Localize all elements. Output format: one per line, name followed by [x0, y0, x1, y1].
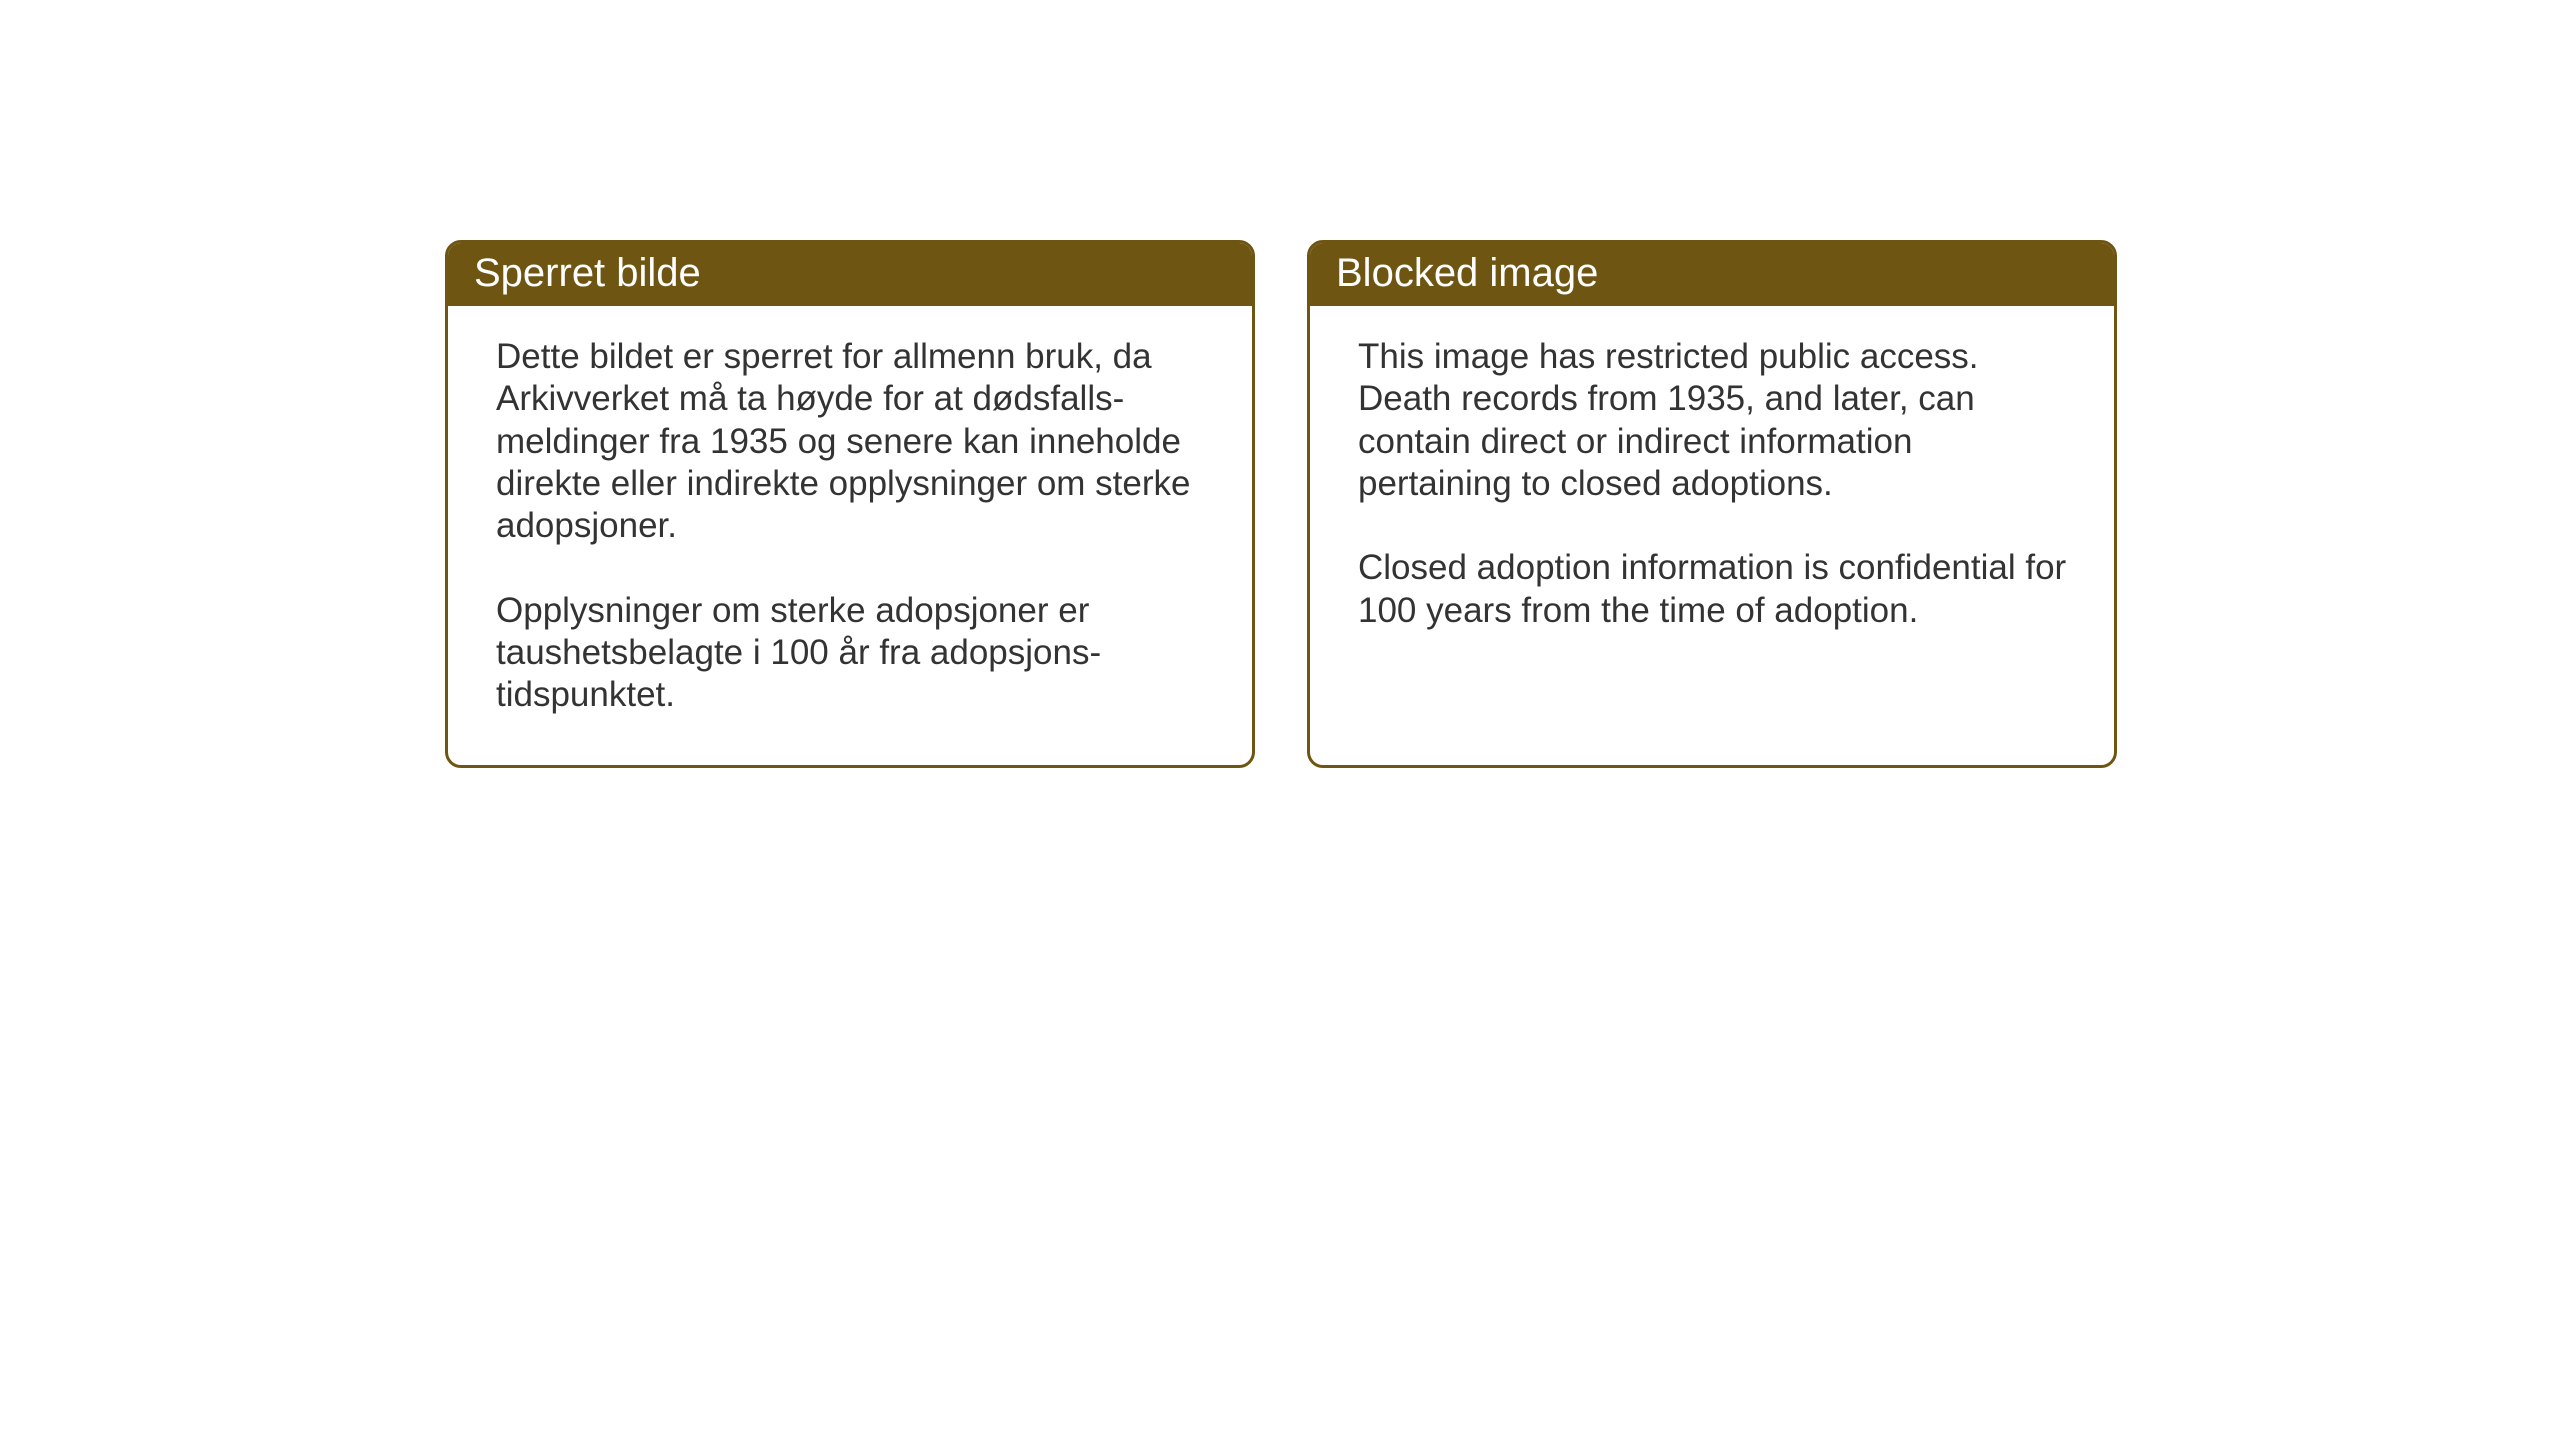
paragraph-2-english: Closed adoption information is confident… [1358, 547, 2074, 632]
card-body-norwegian: Dette bildet er sperret for allmenn bruk… [448, 306, 1252, 765]
paragraph-1-english: This image has restricted public access.… [1358, 336, 2074, 505]
card-header-english: Blocked image [1310, 243, 2114, 306]
notice-container: Sperret bilde Dette bildet er sperret fo… [445, 240, 2117, 768]
notice-card-english: Blocked image This image has restricted … [1307, 240, 2117, 768]
paragraph-1-norwegian: Dette bildet er sperret for allmenn bruk… [496, 336, 1212, 548]
notice-card-norwegian: Sperret bilde Dette bildet er sperret fo… [445, 240, 1255, 768]
card-body-english: This image has restricted public access.… [1310, 306, 2114, 680]
card-header-norwegian: Sperret bilde [448, 243, 1252, 306]
paragraph-2-norwegian: Opplysninger om sterke adopsjoner er tau… [496, 590, 1212, 717]
